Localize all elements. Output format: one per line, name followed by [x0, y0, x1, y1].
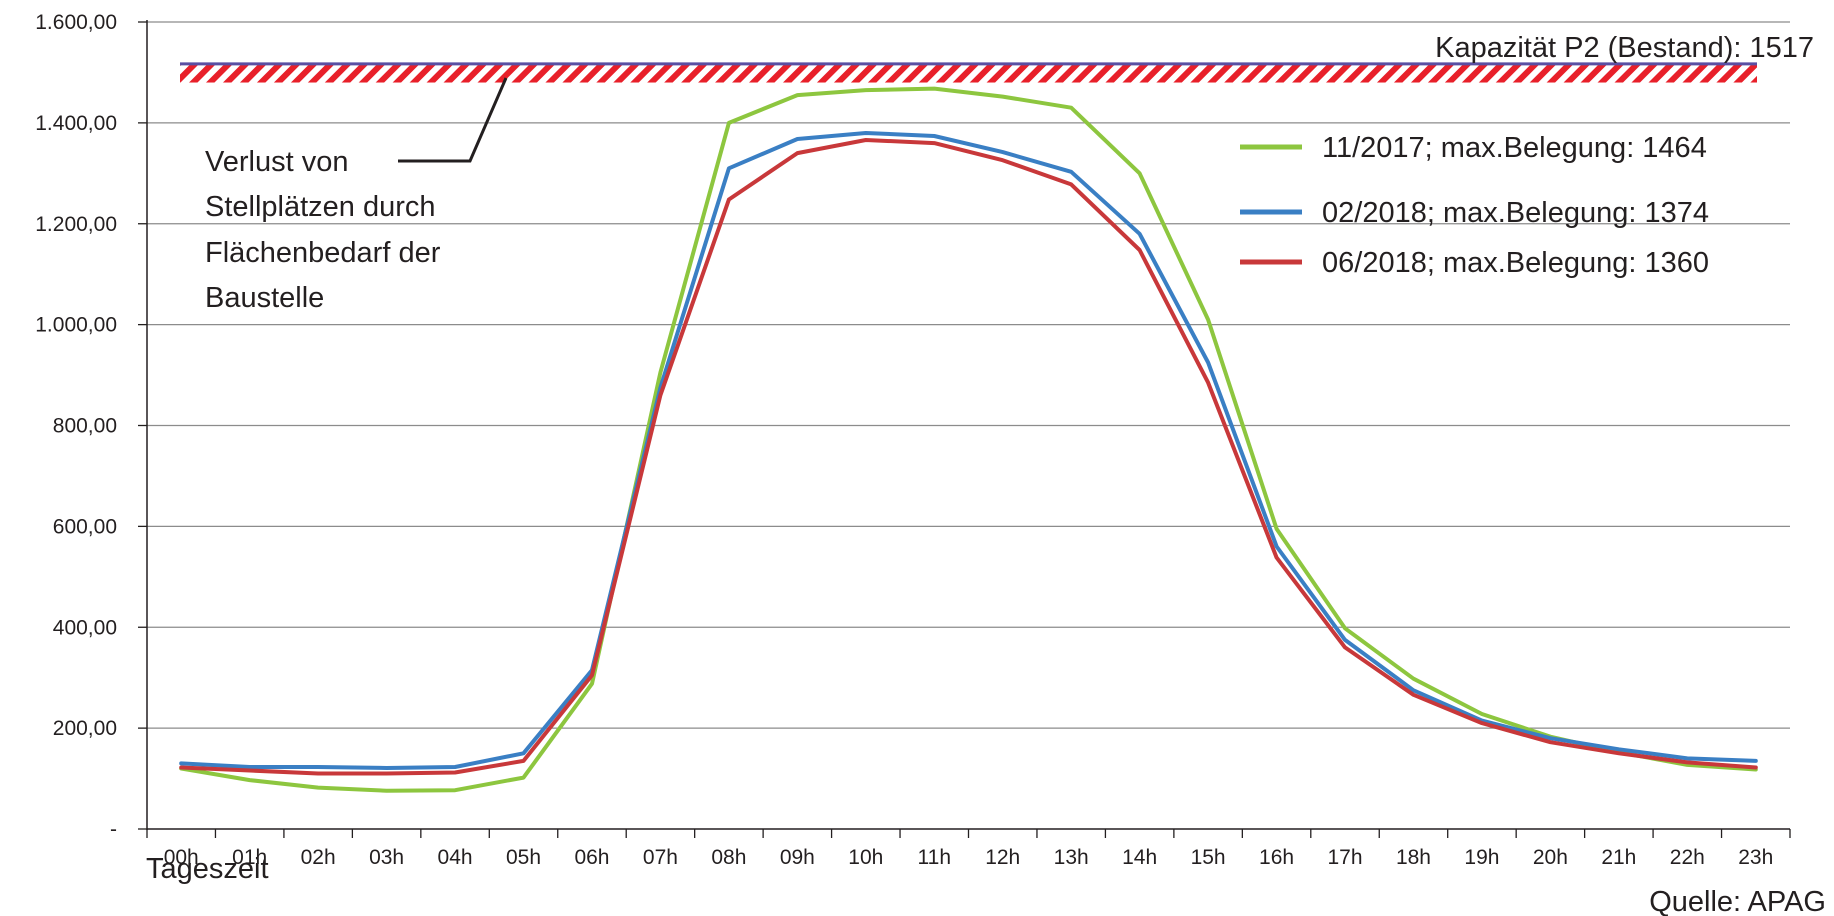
x-tick-label: 21h: [1601, 846, 1636, 869]
x-axis: 00h 01h 02h 03h 04h 05h 06h 07h 08h 09h 10h 11h 12h 1…: [146, 20, 1791, 869]
x-tick-label: 07h: [643, 846, 678, 869]
annotation: Verlust von Stellplätzen durch Flächenbeda…: [205, 77, 508, 314]
x-tick-label: 05h: [506, 846, 541, 869]
legend-label-2: 02/2018; max.Belegung: 1374: [1322, 197, 1709, 229]
series-line-3: [179, 138, 1758, 776]
x-tick-label: 22h: [1670, 846, 1705, 869]
x-tick-label: 03h: [369, 846, 404, 869]
x-tick-label: 12h: [985, 846, 1020, 869]
y-tick-label: 1.200,00: [35, 213, 117, 236]
annotation-line-1: Verlust von: [205, 146, 348, 178]
grid-lines: [147, 21, 1790, 729]
annotation-line-4: Baustelle: [205, 282, 324, 314]
x-tick-label: 11h: [918, 846, 951, 869]
x-tick-label: 15h: [1191, 846, 1226, 869]
series-line-2: [179, 131, 1758, 770]
y-tick-label: 1.400,00: [35, 112, 117, 135]
x-tick-label: 01h: [232, 846, 267, 869]
legend: 11/2017; max.Belegung: 1464 02/2018; max.…: [1240, 132, 1709, 279]
y-axis-ticks: - 200,00 400,00 600,00 800,00 1.000,00 1.200,0…: [35, 11, 147, 841]
capacity-hatch: [180, 63, 1757, 83]
x-axis-label: Tageszeit: [146, 853, 269, 885]
x-tick-label: 06h: [574, 846, 609, 869]
capacity-label: Kapazität P2 (Bestand): 1517: [1435, 32, 1814, 64]
y-tick-label: -: [110, 818, 117, 841]
y-tick-label: 400,00: [53, 616, 117, 639]
source-note: Quelle: APAG: [1649, 886, 1826, 916]
x-tick-label: 00h: [164, 846, 199, 869]
legend-label-1: 11/2017; max.Belegung: 1464: [1322, 132, 1707, 164]
annotation-leader: [398, 77, 508, 163]
annotation-line-3: Flächenbedarf der: [205, 237, 441, 269]
series-lines: [179, 86, 1758, 793]
x-tick-label: 13h: [1054, 846, 1089, 869]
x-tick-label: 02h: [301, 846, 336, 869]
y-tick-label: 200,00: [53, 717, 117, 740]
x-tick-label: 09h: [780, 846, 815, 869]
y-tick-label: 600,00: [53, 515, 117, 538]
x-tick-label: 18h: [1396, 846, 1431, 869]
series-line-1: [179, 86, 1758, 793]
x-tick-label: 17h: [1327, 846, 1362, 869]
y-tick-label: 1.600,00: [35, 11, 117, 34]
x-tick-label: 08h: [711, 846, 746, 869]
x-tick-label: 04h: [438, 846, 473, 869]
x-tick-label: 19h: [1464, 846, 1499, 869]
x-tick-label: 20h: [1533, 846, 1568, 869]
x-tick-label: 14h: [1122, 846, 1157, 869]
x-tick-label: 23h: [1738, 846, 1773, 869]
x-tick-label: 16h: [1259, 846, 1294, 869]
y-tick-label: 1.000,00: [35, 314, 117, 337]
capacity-band: [180, 62, 1757, 83]
y-tick-label: 800,00: [53, 415, 117, 438]
legend-label-3: 06/2018; max.Belegung: 1360: [1322, 247, 1709, 279]
x-tick-label: 10h: [848, 846, 883, 869]
annotation-line-2: Stellplätzen durch: [205, 191, 436, 223]
